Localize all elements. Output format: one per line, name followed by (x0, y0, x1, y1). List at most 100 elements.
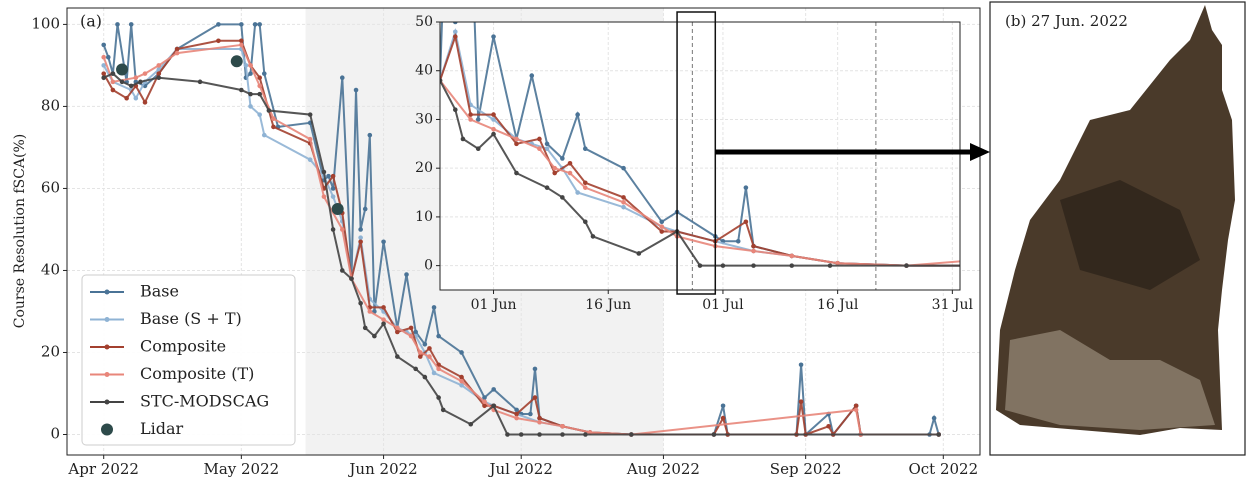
lidar-point (230, 55, 243, 68)
series-point (751, 243, 756, 249)
series-point (330, 173, 336, 179)
legend-label: Lidar (140, 419, 184, 438)
series-point (720, 403, 726, 409)
series-point (468, 117, 473, 122)
series-point (261, 71, 267, 76)
series-point (266, 108, 272, 113)
series-point (532, 395, 538, 400)
series-point (826, 423, 831, 429)
y-tick-label: 0 (424, 258, 433, 274)
series-point (853, 407, 859, 413)
x-tick-label: Jul 2022 (487, 460, 552, 478)
series-point (482, 403, 487, 409)
series-point (321, 169, 327, 175)
series-point (544, 185, 550, 190)
series-point (395, 329, 400, 335)
series-group (101, 22, 942, 437)
series-point (560, 423, 565, 429)
y-tick-label: 30 (415, 111, 433, 127)
series-point (427, 346, 432, 351)
series-point (459, 374, 464, 380)
series-point (751, 263, 756, 268)
series-point (936, 432, 942, 437)
image-panel: (b) 27 Jun. 2022 (989, 1, 1246, 456)
series-point (659, 219, 665, 225)
series-point (239, 42, 244, 48)
x-tick-label: Aug 2022 (626, 460, 700, 478)
legend-swatch (104, 317, 110, 322)
series-point (452, 22, 458, 25)
series-point (239, 38, 244, 44)
series-point (697, 263, 703, 268)
series-point (353, 87, 359, 93)
series-point (128, 83, 134, 89)
series-point (124, 95, 129, 101)
series-point (362, 206, 368, 212)
x-tick-label: 01 Jun (471, 297, 517, 313)
series-point (798, 362, 804, 368)
series-point (349, 276, 354, 281)
x-tick-label: 16 Jul (817, 297, 859, 313)
x-tick-label: May 2022 (203, 460, 279, 478)
series-point (413, 329, 418, 335)
series-point (133, 95, 139, 101)
series-point (537, 136, 542, 142)
legend-swatch (101, 423, 113, 436)
series-point (853, 403, 859, 409)
legend: Base Base (S + T) Composite Composite (T) ST… (81, 274, 296, 446)
series-point (514, 141, 519, 147)
series-point (621, 195, 626, 200)
series-point (835, 260, 840, 266)
series-point (358, 235, 363, 240)
x-tick-label: Apr 2022 (67, 460, 139, 478)
series-point (475, 117, 481, 122)
series-point (257, 112, 262, 117)
x-tick-label: Oct 2022 (908, 460, 978, 478)
series-point (560, 195, 565, 200)
series-point (590, 234, 596, 239)
series-point (257, 75, 262, 81)
series-point (720, 263, 726, 268)
inset-chart: 0 10 20 30 40 50 01 Jun 16 Jun 01 Jul 16 Jul 31 Ju… (415, 0, 990, 313)
series-point (621, 199, 626, 205)
series-point (537, 415, 542, 421)
series-point (138, 79, 143, 85)
series-point (567, 170, 573, 176)
series-point (239, 87, 244, 93)
legend-swatch (104, 344, 110, 350)
series-line (102, 43, 939, 436)
series-point (436, 395, 441, 400)
y-tick-label: 0 (50, 424, 60, 442)
series-point (459, 382, 464, 388)
series-point (358, 239, 363, 245)
y-tick-label: 20 (415, 160, 433, 176)
series-point (257, 83, 262, 89)
series-point (271, 124, 276, 130)
series-point (307, 157, 313, 163)
series-point (621, 204, 626, 210)
series-point (482, 399, 487, 404)
series-point (381, 317, 386, 322)
series-point (491, 34, 496, 39)
series-point (567, 161, 573, 166)
series-point (582, 180, 588, 186)
series-point (789, 263, 795, 268)
series-point (452, 107, 458, 113)
series-point (743, 219, 749, 225)
series-point (537, 146, 542, 151)
series-point (381, 305, 386, 310)
series-point (110, 87, 116, 93)
series-point (537, 419, 542, 425)
series-point (362, 325, 368, 331)
y-tick-label: 50 (415, 14, 433, 30)
series-point (248, 91, 253, 97)
y-tick-label: 10 (415, 209, 433, 225)
series-point (422, 0, 427, 5)
legend-swatch (104, 372, 110, 377)
series-point (216, 38, 221, 44)
series-point (583, 432, 588, 437)
series-point (413, 366, 418, 372)
terrain-shadow (1060, 180, 1200, 290)
legend-label: Composite (T) (140, 364, 254, 383)
